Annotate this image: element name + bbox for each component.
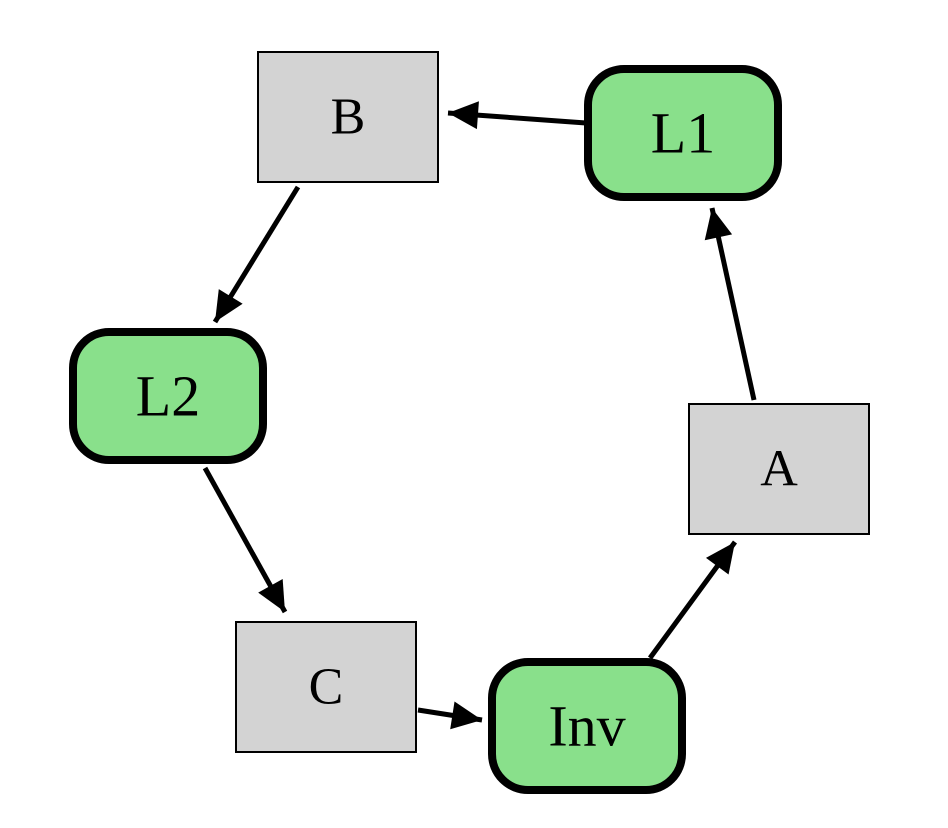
node-C: C xyxy=(236,622,416,752)
node-Inv: Inv xyxy=(492,662,682,790)
edge-L1_B xyxy=(448,113,586,123)
edge-Inv_A xyxy=(650,542,735,658)
node-L1-label: L1 xyxy=(651,101,715,166)
node-Inv-label: Inv xyxy=(548,694,625,759)
node-B: B xyxy=(258,52,438,182)
node-A: A xyxy=(689,404,869,534)
node-A-label: A xyxy=(760,441,798,498)
node-C-label: C xyxy=(309,659,344,716)
node-L2-label: L2 xyxy=(136,364,200,429)
nodes-group: B L1 L2 A C Inv xyxy=(73,52,869,790)
node-L1: L1 xyxy=(588,69,778,197)
flowchart-diagram: B L1 L2 A C Inv xyxy=(0,0,948,828)
node-B-label: B xyxy=(331,89,366,146)
edge-A_L1 xyxy=(712,208,754,400)
edge-C_Inv xyxy=(418,710,482,720)
edge-L2_C xyxy=(205,468,285,612)
edge-B_L2 xyxy=(215,187,298,322)
node-L2: L2 xyxy=(73,332,263,460)
